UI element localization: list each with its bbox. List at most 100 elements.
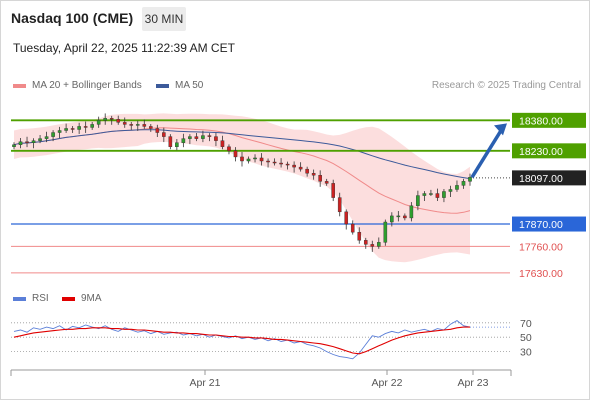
candle-body (103, 118, 107, 121)
candle-body (357, 231, 362, 241)
rsi-line (13, 320, 471, 360)
candle-body (207, 135, 212, 137)
candle-body (162, 132, 166, 137)
candle-body (129, 124, 134, 126)
candle-body (90, 124, 94, 128)
candle-body (70, 128, 75, 130)
candle-body (83, 126, 88, 128)
candle-body (51, 132, 55, 137)
x-tick-label: Apr 22 (372, 377, 403, 389)
candle-body (188, 136, 192, 139)
candle-body (122, 122, 127, 125)
candle-body (253, 157, 257, 160)
candle-body (201, 135, 205, 139)
candle-body (38, 138, 42, 141)
candle-body (227, 146, 231, 152)
candle-body (409, 205, 414, 219)
ma50-swatch (156, 83, 169, 88)
candle-body (448, 189, 453, 192)
level-label-resistance: 18380.00 (519, 115, 563, 127)
candle-body (305, 168, 309, 174)
candle-body (57, 130, 62, 133)
candle-body (318, 175, 322, 182)
candle-body (155, 128, 160, 133)
candle-body (233, 150, 238, 158)
candle-body (175, 142, 179, 147)
ma50-label: MA 50 (175, 80, 204, 91)
candle-body (461, 181, 466, 186)
ma20-label: MA 20 + Bollinger Bands (32, 80, 142, 91)
rsi-tick-label: 70 (520, 318, 532, 330)
arrow-shaft (470, 126, 505, 179)
candle-body (298, 166, 303, 170)
ma50-line (13, 129, 471, 180)
candle-body (96, 120, 101, 125)
source-credit: Research © 2025 Trading Central (431, 80, 581, 91)
rsi-swatch (13, 296, 26, 301)
candle-body (279, 162, 283, 165)
candle-body (383, 221, 388, 243)
candle-body (142, 124, 147, 127)
level-label-bg-resistance (512, 143, 586, 159)
x-tick-label: Apr 23 (458, 377, 489, 389)
legend-ma50: MA 50 (156, 80, 203, 91)
projection-arrow (470, 123, 507, 179)
rsi-ma-label: 9MA (81, 293, 102, 304)
candle-body (363, 240, 368, 245)
candle-body (429, 193, 433, 195)
candle-body (109, 118, 114, 120)
candle-body (25, 141, 29, 143)
legend-rsi-ma: 9MA (62, 293, 102, 304)
candle-body (422, 193, 427, 196)
candle-body (12, 144, 16, 147)
moving-averages (13, 127, 471, 214)
level-label-bg-resistance (512, 112, 586, 128)
candle-body (272, 161, 277, 164)
candle-body (214, 136, 218, 141)
candle-body (403, 215, 407, 219)
candle-body (344, 211, 349, 225)
rsi-tick-label: 50 (520, 332, 532, 344)
legend-ma20: MA 20 + Bollinger Bands (13, 80, 142, 91)
level-labels: 18380.00 18230.00 18097.00 17870.00 17760.00… (512, 112, 586, 280)
candle-body (44, 136, 49, 139)
timeframe-button[interactable]: 30 MIN (142, 7, 186, 31)
candle-body (324, 181, 329, 184)
candle-body (455, 185, 459, 190)
price-levels (11, 119, 510, 274)
candle-body (18, 141, 23, 145)
candle-body (337, 197, 342, 213)
candle-body (77, 126, 81, 130)
last-price-label-bg (512, 170, 586, 186)
candle-body (442, 191, 446, 198)
candle-body (259, 157, 264, 162)
level-label-bg-pivot (512, 216, 586, 232)
candle-body (311, 172, 316, 176)
candle-body (135, 124, 140, 126)
candle-body (435, 193, 440, 198)
rsi-ma-swatch (62, 296, 75, 301)
candle-body (390, 215, 394, 223)
level-label-resistance: 18230.00 (519, 146, 563, 158)
candle-body (350, 223, 355, 233)
candle-body (377, 242, 381, 247)
candle-body (331, 183, 336, 198)
candle-body (246, 158, 251, 162)
candle-body (468, 177, 472, 182)
candle-body (194, 136, 199, 139)
candle-body (396, 215, 401, 218)
rsi-tick-label: 30 (520, 347, 532, 359)
candle-body (266, 160, 270, 163)
arrow-head (494, 123, 507, 136)
x-tick-label: Apr 21 (190, 377, 221, 389)
candle-body (285, 163, 290, 166)
candle-body (220, 140, 225, 147)
level-label-pivot: 17870.00 (519, 219, 563, 231)
candlesticks (12, 113, 472, 252)
candle-body (370, 244, 375, 247)
candle-body (64, 128, 68, 131)
support-label: 17630.00 (519, 268, 563, 280)
candle-body (168, 136, 173, 147)
legend-rsi: RSI (13, 293, 49, 304)
